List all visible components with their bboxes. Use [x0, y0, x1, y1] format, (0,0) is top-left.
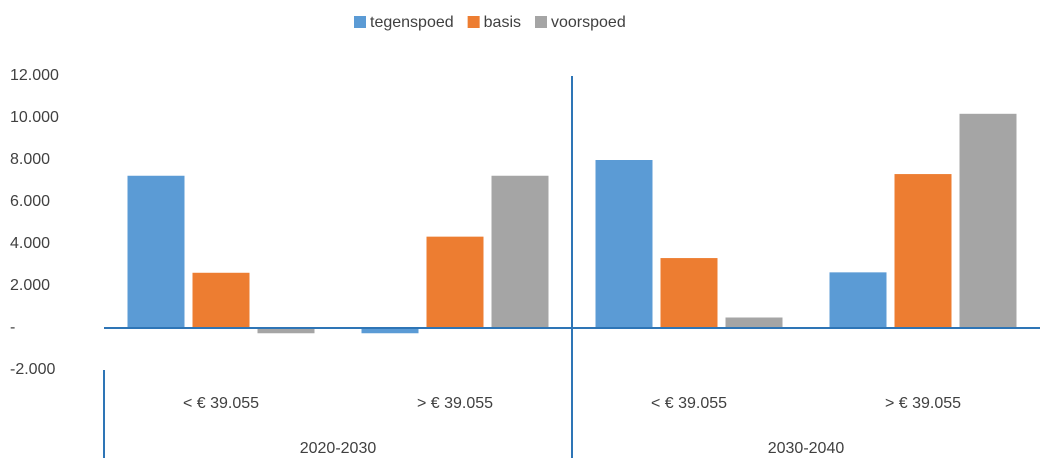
bar: [192, 272, 250, 328]
y-tick-label: 12.000: [10, 67, 59, 84]
bar: [491, 175, 549, 328]
legend-swatch: [535, 16, 547, 28]
bar: [894, 174, 952, 328]
bar: [725, 317, 783, 328]
y-tick-label: 2.000: [10, 277, 50, 294]
bar: [426, 236, 484, 328]
bar: [595, 160, 653, 328]
x-tick-label: < € 39.055: [651, 395, 727, 412]
bar: [959, 113, 1017, 328]
group-label: 2020-2030: [300, 440, 377, 457]
y-tick-label: 6.000: [10, 193, 50, 210]
bar: [361, 328, 419, 334]
legend-label: basis: [484, 14, 521, 31]
y-tick-label: -2.000: [10, 361, 55, 378]
legend-swatch: [354, 16, 366, 28]
y-tick-label: -: [10, 319, 15, 336]
x-tick-label: > € 39.055: [885, 395, 961, 412]
legend-label: tegenspoed: [370, 14, 454, 31]
legend-label: voorspoed: [551, 14, 626, 31]
x-tick-label: < € 39.055: [183, 395, 259, 412]
bar: [660, 258, 718, 328]
bar: [829, 272, 887, 328]
x-tick-label: > € 39.055: [417, 395, 493, 412]
y-tick-label: 8.000: [10, 151, 50, 168]
group-label: 2030-2040: [768, 440, 845, 457]
y-tick-label: 4.000: [10, 235, 50, 252]
legend-swatch: [467, 16, 480, 28]
bar: [257, 328, 315, 334]
bar: [127, 175, 185, 328]
y-tick-label: 10.000: [10, 109, 59, 126]
